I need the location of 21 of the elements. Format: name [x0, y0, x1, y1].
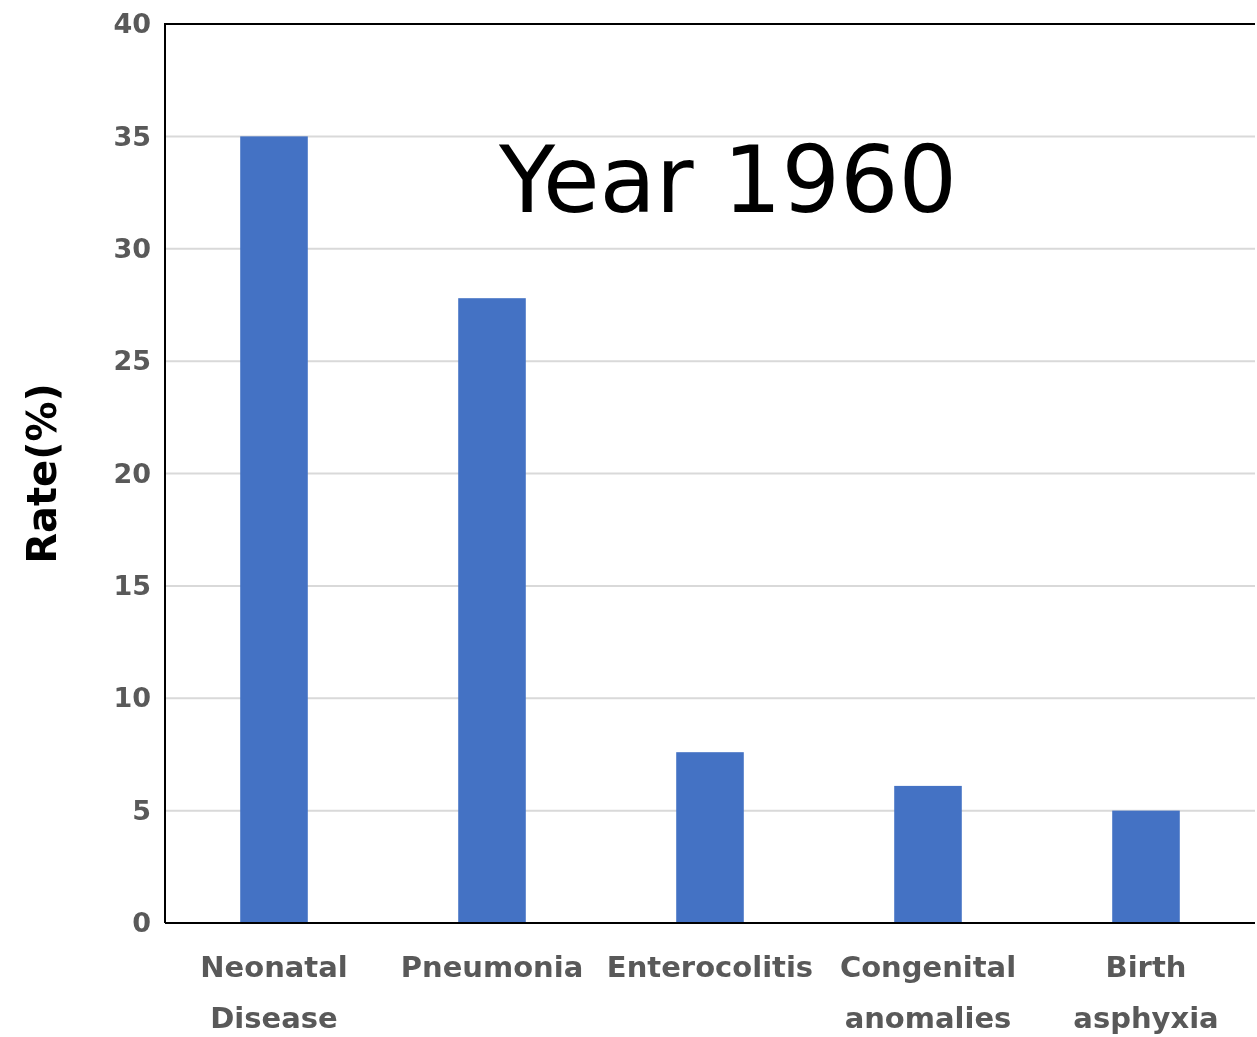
y-tick-label: 5	[132, 794, 151, 826]
y-tick-label: 15	[113, 570, 151, 602]
text: Year 1960	[497, 127, 958, 234]
y-axis-title: Rate(%)	[19, 383, 65, 564]
x-tick-label: Birth asphyxia	[1073, 950, 1219, 1035]
y-tick-label: 20	[113, 457, 151, 489]
x-tick-label: Congenital anomalies	[839, 950, 1017, 1035]
bar	[458, 298, 526, 923]
bar	[240, 136, 308, 923]
x-tick-label: Neonatal Disease	[200, 950, 348, 1035]
x-tick-label: Pneumonia	[400, 950, 584, 984]
y-tick-label: 10	[113, 682, 151, 714]
bar	[1112, 810, 1180, 923]
y-tick-label: 0	[132, 907, 151, 939]
y-tick-label: 35	[113, 120, 151, 152]
bar	[676, 752, 744, 923]
y-tick-label: 30	[113, 232, 151, 264]
bar	[894, 785, 962, 923]
y-tick-label: 40	[113, 8, 151, 40]
y-tick-label: 25	[113, 345, 151, 377]
x-tick-label: Enterocolitis	[606, 950, 814, 984]
